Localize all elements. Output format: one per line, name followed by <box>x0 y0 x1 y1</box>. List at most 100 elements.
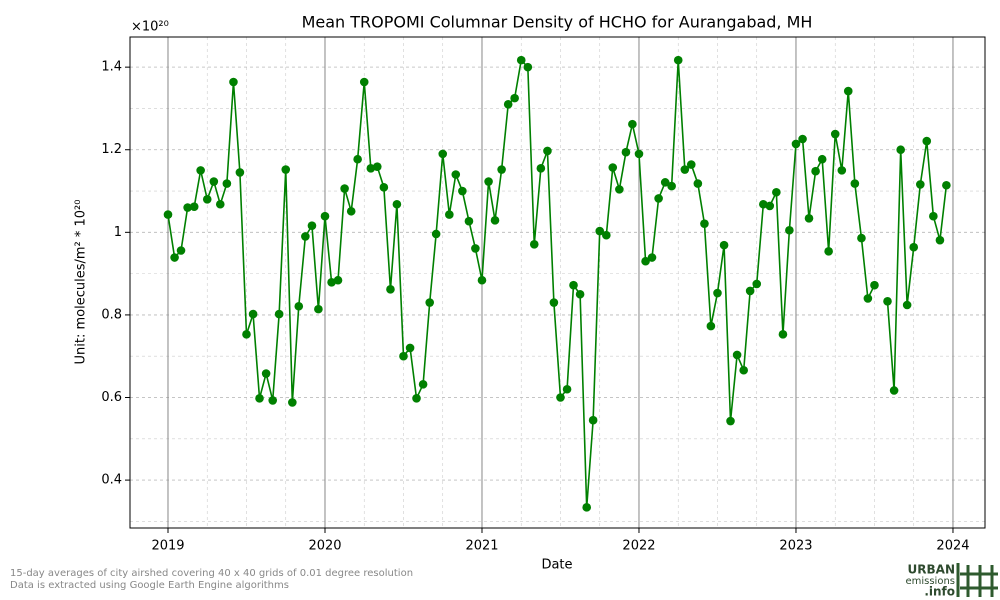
data-point <box>196 166 205 175</box>
data-point <box>798 134 807 144</box>
data-point <box>490 216 500 225</box>
data-point <box>176 246 186 255</box>
data-point <box>471 244 480 253</box>
data-point <box>628 119 637 129</box>
y-tick-label: 0.4 <box>101 473 122 488</box>
data-point <box>824 247 833 256</box>
data-point <box>529 240 539 249</box>
data-point <box>863 294 873 303</box>
data-point <box>562 384 572 394</box>
data-point <box>451 170 461 179</box>
data-point <box>229 77 238 87</box>
data-point <box>804 213 814 223</box>
data-point <box>301 232 310 241</box>
x-tick-label: 2022 <box>622 539 655 554</box>
data-point <box>202 194 212 204</box>
data-point <box>752 279 762 289</box>
data-point <box>353 154 362 164</box>
x-tick-label: 2021 <box>465 539 498 554</box>
data-point <box>843 86 853 96</box>
data-point <box>830 129 840 139</box>
data-point <box>641 256 650 266</box>
data-point <box>817 154 827 164</box>
data-point <box>281 165 291 174</box>
data-point <box>307 221 317 231</box>
data-point <box>536 164 546 173</box>
data-point <box>268 396 278 405</box>
data-point <box>418 379 428 389</box>
logo-icon <box>956 563 998 597</box>
data-point <box>183 203 192 212</box>
data-point <box>896 145 905 155</box>
data-point <box>588 415 598 425</box>
data-point <box>543 146 552 156</box>
data-point <box>791 139 801 149</box>
data-point <box>255 394 264 403</box>
data-point <box>713 288 722 298</box>
data-point <box>372 162 382 171</box>
y-tick-label: 1 <box>114 225 122 240</box>
data-point <box>811 166 820 176</box>
data-point <box>922 136 932 146</box>
data-point <box>412 394 421 403</box>
data-point <box>438 149 448 159</box>
data-point <box>314 304 323 314</box>
data-point <box>693 179 703 188</box>
data-point <box>215 199 225 209</box>
data-line <box>167 58 948 508</box>
data-point <box>706 321 716 331</box>
data-point <box>647 253 657 262</box>
data-point <box>242 330 251 339</box>
data-point <box>759 199 768 209</box>
x-tick-label: 2019 <box>151 539 184 554</box>
data-point <box>484 177 493 186</box>
data-point <box>333 275 343 285</box>
data-point <box>248 309 258 319</box>
data-point <box>288 398 297 407</box>
data-point <box>261 369 271 378</box>
data-point <box>870 280 879 290</box>
footer-note: Data is extracted using Google Earth Eng… <box>10 580 289 591</box>
y-tick-label: 1.4 <box>101 60 122 75</box>
data-point <box>386 285 395 294</box>
data-point <box>608 163 618 172</box>
data-point <box>503 100 513 109</box>
data-point <box>399 351 408 361</box>
data-point <box>732 350 742 360</box>
data-point <box>523 62 533 72</box>
data-point <box>425 298 435 307</box>
data-point <box>445 210 454 219</box>
data-point <box>405 343 415 353</box>
data-point <box>458 186 467 196</box>
data-point <box>909 242 919 252</box>
data-point <box>431 229 441 239</box>
data-point <box>850 179 860 188</box>
y-tick-label: 0.6 <box>101 390 122 405</box>
footer-note: 15-day averages of city airshed covering… <box>10 568 413 579</box>
data-point <box>569 280 578 290</box>
data-point <box>889 386 899 395</box>
data-point <box>857 233 866 243</box>
data-point <box>765 201 775 211</box>
data-point <box>739 365 748 375</box>
data-point <box>634 149 644 159</box>
data-point <box>379 183 389 192</box>
data-point <box>170 253 179 262</box>
data-point <box>549 298 559 307</box>
logo-text: .info <box>924 585 955 599</box>
data-point <box>556 393 565 402</box>
data-point <box>929 211 938 221</box>
data-point <box>916 180 925 189</box>
data-point <box>477 275 487 285</box>
data-point <box>837 166 847 175</box>
data-point <box>189 202 199 212</box>
data-point <box>464 216 474 226</box>
data-point <box>510 93 519 103</box>
y-axis-label: Unit: molecules/m² * 10²⁰ <box>74 200 89 365</box>
data-point <box>516 55 526 65</box>
data-point <box>294 301 304 311</box>
data-point <box>745 286 755 296</box>
data-point <box>602 230 611 240</box>
data-point <box>235 168 245 177</box>
data-point <box>615 185 624 194</box>
